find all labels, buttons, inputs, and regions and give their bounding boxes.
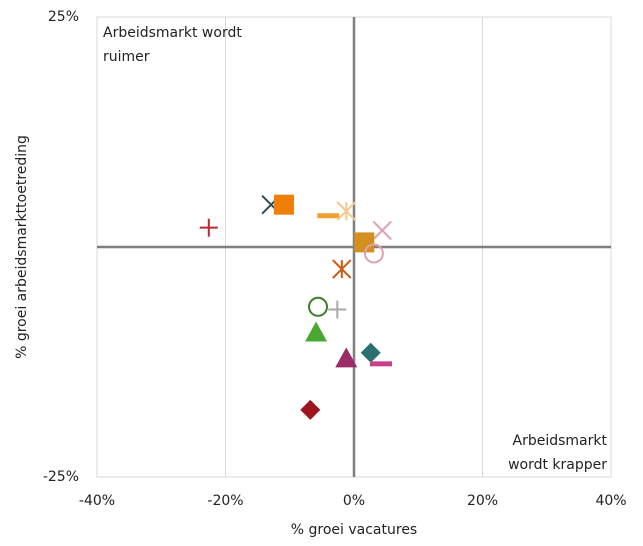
marker-part xyxy=(300,399,321,420)
x-axis-label: % groei vacatures xyxy=(291,522,417,538)
marker-part xyxy=(372,220,392,241)
annotation: Arbeidsmarkt xyxy=(513,433,608,449)
marker-part xyxy=(335,347,358,368)
marker-part xyxy=(308,296,329,317)
point xyxy=(308,296,329,317)
x-tick-label: 0% xyxy=(343,493,365,509)
x-tick-label: -40% xyxy=(79,493,115,509)
point xyxy=(336,201,356,221)
y-axis-label: % groei arbeidsmarkttoetreding xyxy=(14,135,30,359)
y-tick-label: -25% xyxy=(43,469,79,485)
point xyxy=(199,218,218,237)
point xyxy=(300,399,321,420)
point xyxy=(360,342,381,363)
point xyxy=(317,213,340,219)
point xyxy=(354,232,375,253)
x-tick-label: 40% xyxy=(595,493,626,509)
annotation: wordt krapper xyxy=(508,457,607,473)
marker-part xyxy=(360,342,381,363)
point xyxy=(332,259,352,279)
y-tick-label: 25% xyxy=(48,9,79,25)
marker-part xyxy=(354,232,375,253)
point xyxy=(363,243,384,264)
point xyxy=(328,300,347,319)
point xyxy=(372,220,392,241)
point xyxy=(273,194,294,215)
marker-part xyxy=(369,361,392,367)
point xyxy=(335,347,358,368)
marker-part xyxy=(317,213,340,219)
annotation: Arbeidsmarkt wordt xyxy=(103,25,242,41)
marker-part xyxy=(273,194,294,215)
x-tick-label: -20% xyxy=(207,493,243,509)
marker-part xyxy=(363,243,384,264)
x-tick-label: 20% xyxy=(467,493,498,509)
point xyxy=(305,321,328,342)
marker-part xyxy=(305,321,328,342)
point xyxy=(369,361,392,367)
annotation: ruimer xyxy=(103,49,150,65)
